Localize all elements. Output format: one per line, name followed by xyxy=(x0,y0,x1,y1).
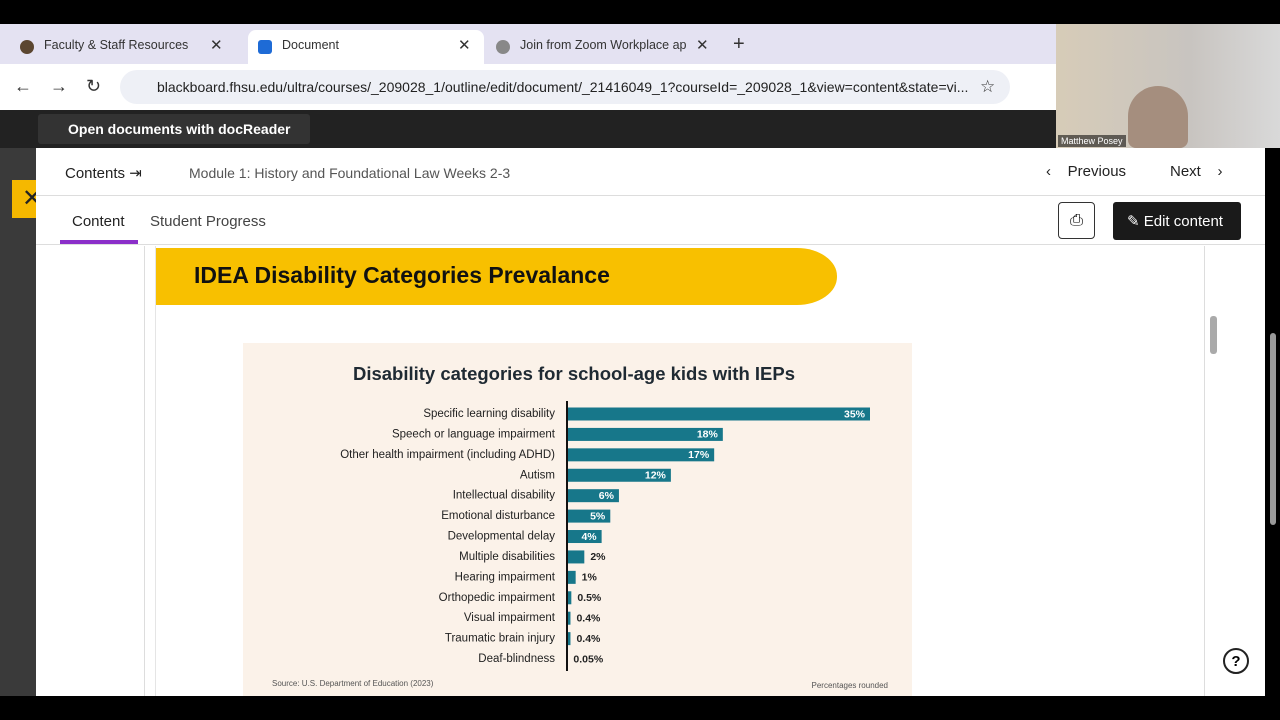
bar xyxy=(567,448,715,462)
tab-row xyxy=(36,197,1265,245)
source: Source: U.S. Department of Education (20… xyxy=(272,679,434,688)
close[interactable]: ✕ xyxy=(458,37,471,54)
tab-title: Join from Zoom Workplace app xyxy=(520,38,686,52)
value-label: 0.4% xyxy=(576,612,601,624)
value-label: 5% xyxy=(590,510,606,522)
previous-button[interactable]: ‹ Previous xyxy=(1046,163,1127,180)
bar xyxy=(567,489,619,503)
category-label: Traumatic brain injury xyxy=(445,633,555,645)
value-label: 35% xyxy=(844,408,866,420)
print-button[interactable]: ⎙ xyxy=(1058,202,1095,239)
value-label: 0.5% xyxy=(577,592,602,604)
edit: Edit content xyxy=(1143,213,1223,230)
category-label: Autism xyxy=(520,469,555,481)
chart: Disability categories for school-age kid… xyxy=(243,343,912,696)
edit-button[interactable]: ✎ Edit content xyxy=(1113,202,1241,240)
category-label: Visual impairment xyxy=(464,612,556,624)
value-label: 18% xyxy=(697,429,719,441)
bar xyxy=(567,550,585,564)
value-label: 17% xyxy=(688,449,710,461)
value-label: 6% xyxy=(599,490,615,502)
help[interactable]: ? xyxy=(1223,648,1249,674)
slide-title-bg xyxy=(156,248,837,305)
tab-icon xyxy=(496,40,510,54)
left-strip xyxy=(0,148,36,696)
panel-header xyxy=(36,148,1265,196)
tab[interactable]: Faculty & Staff Resources ✕ xyxy=(0,30,236,64)
tab[interactable]: Join from Zoom Workplace app ✕ xyxy=(476,30,720,64)
close[interactable]: ✕ xyxy=(696,37,709,54)
tab-title: Faculty & Staff Resources xyxy=(44,38,189,52)
slide-title: IDEA Disability Categories Prevalance xyxy=(194,262,610,288)
progress-tab[interactable]: Student Progress xyxy=(150,213,266,230)
bar xyxy=(567,468,671,482)
category-label: Emotional disturbance xyxy=(441,510,555,522)
new-tab[interactable]: + xyxy=(733,33,745,55)
url: blackboard.fhsu.edu/ultra/courses/_20902… xyxy=(157,79,969,95)
value-label: 4% xyxy=(581,531,597,543)
contents-button[interactable]: Contents ⇥ xyxy=(65,165,142,182)
tab-icon xyxy=(258,40,272,54)
value-label: 12% xyxy=(645,470,667,482)
value-label: 1% xyxy=(582,572,598,584)
category-label: Developmental delay xyxy=(448,531,556,543)
inner-scroll[interactable] xyxy=(1210,316,1217,354)
next-button[interactable]: Next › xyxy=(1170,163,1223,180)
value-label: 0.05% xyxy=(573,653,603,665)
nav-buttons[interactable]: ←→↻ xyxy=(14,76,120,96)
tab-icon xyxy=(20,40,34,54)
star[interactable]: ☆ xyxy=(980,77,996,96)
bar xyxy=(567,570,576,584)
category-label: Orthopedic impairment xyxy=(439,592,556,604)
category-label: Intellectual disability xyxy=(453,490,556,502)
category-label: Speech or language impairment xyxy=(392,428,556,440)
scroll-thumb[interactable] xyxy=(1270,333,1276,525)
url-bar[interactable] xyxy=(120,70,1010,104)
content-frame xyxy=(144,246,1205,696)
slide xyxy=(155,246,1205,696)
note: Percentages rounded xyxy=(812,681,889,690)
webcam-name: Matthew Posey xyxy=(1058,135,1126,147)
bar xyxy=(567,591,572,605)
chart-title: Disability categories for school-age kid… xyxy=(353,363,795,384)
banner-text: Open documents with docReader xyxy=(68,121,291,137)
person xyxy=(1128,86,1188,148)
content-tab[interactable]: Content xyxy=(72,213,125,230)
category-label: Other health impairment (including ADHD) xyxy=(340,449,555,461)
tab-title: Document xyxy=(282,38,339,52)
breadcrumb: Module 1: History and Foundational Law W… xyxy=(189,165,511,181)
bar xyxy=(567,509,611,523)
category-label: Hearing impairment xyxy=(455,571,556,583)
bar xyxy=(567,407,870,421)
tab[interactable]: Document ✕ xyxy=(248,30,484,64)
active-underline xyxy=(60,240,138,244)
tab-bar xyxy=(0,24,1056,64)
value-label: 0.4% xyxy=(576,633,601,645)
value-label: 2% xyxy=(590,551,606,563)
category-label: Deaf-blindness xyxy=(478,653,555,665)
bar xyxy=(567,632,571,646)
webcam: Matthew Posey xyxy=(1056,24,1280,148)
banner-button[interactable]: Open documents with docReader xyxy=(38,114,310,144)
bar xyxy=(567,427,723,441)
bar xyxy=(567,611,571,625)
contents: Contents xyxy=(65,165,126,182)
bar xyxy=(567,530,602,544)
category-label: Specific learning disability xyxy=(423,408,555,420)
close[interactable]: ✕ xyxy=(210,37,223,54)
category-label: Multiple disabilities xyxy=(459,551,555,563)
previous: Previous xyxy=(1067,163,1127,180)
next: Next xyxy=(1170,163,1201,180)
scrollbar xyxy=(1268,205,1278,690)
